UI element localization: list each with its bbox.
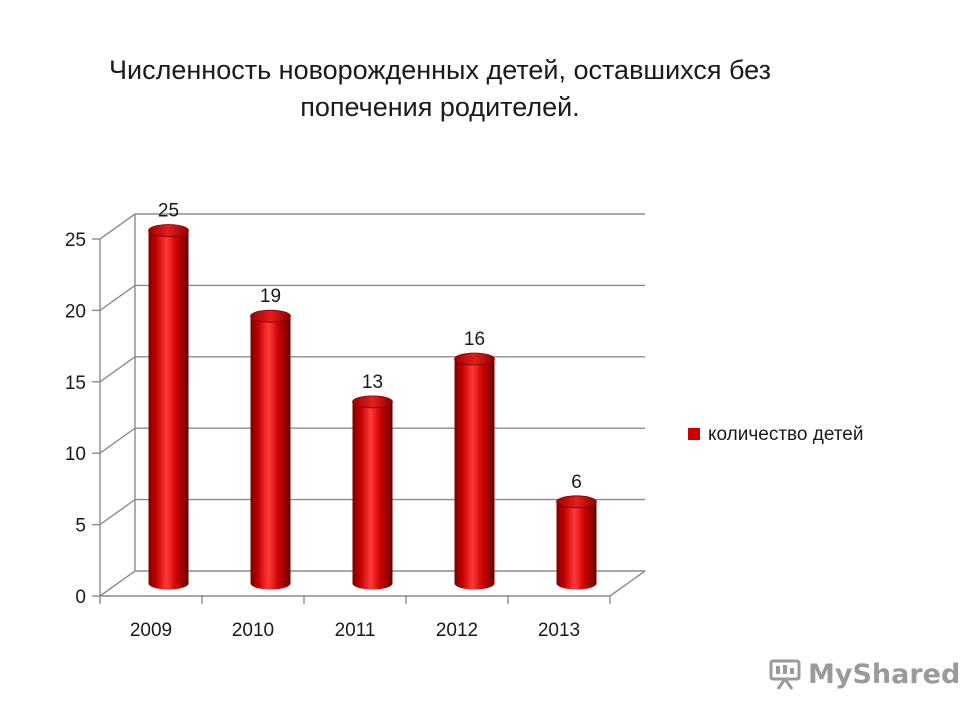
y-axis-tick-labels: 0 5 10 15 20 25: [65, 230, 86, 608]
bar: [454, 352, 495, 590]
x-tick-label: 2009: [130, 620, 172, 641]
y-tick-label: 0: [75, 587, 86, 608]
data-label: 19: [260, 286, 281, 307]
bar: [352, 395, 393, 590]
legend-swatch: [688, 428, 700, 440]
data-label: 25: [158, 201, 179, 222]
data-label: 16: [464, 329, 485, 350]
legend-label: количество детей: [708, 424, 863, 445]
x-axis-tick-labels: 2009 2010 2011 2012 2013: [130, 620, 580, 641]
y-tick-label: 5: [75, 516, 86, 537]
x-tick-label: 2012: [436, 620, 478, 641]
chart-title-line-2: попечения родителей.: [300, 92, 580, 122]
x-tick-label: 2011: [335, 620, 376, 641]
x-tick-label: 2013: [538, 620, 580, 641]
data-labels: 25 19 13 16 6: [158, 201, 582, 493]
x-tick-label: 2010: [232, 620, 274, 641]
axes: [92, 214, 646, 604]
data-label: 6: [571, 472, 582, 493]
watermark-text: MyShared: [808, 658, 960, 690]
bar: [556, 495, 597, 590]
bar: [148, 224, 189, 590]
presentation-board-icon: [768, 657, 802, 691]
chart-title: Численность новорожденных детей, оставши…: [60, 52, 820, 126]
y-tick-label: 15: [65, 373, 86, 394]
legend: количество детей: [688, 424, 863, 445]
y-tick-label: 10: [65, 444, 86, 465]
y-tick-label: 20: [65, 301, 86, 322]
watermark: MyShared: [768, 654, 960, 694]
bars: [148, 224, 597, 590]
bar: [250, 309, 291, 590]
data-label: 13: [362, 372, 383, 393]
chart-title-line-1: Численность новорожденных детей, оставши…: [109, 55, 771, 85]
y-tick-label: 25: [65, 230, 86, 251]
